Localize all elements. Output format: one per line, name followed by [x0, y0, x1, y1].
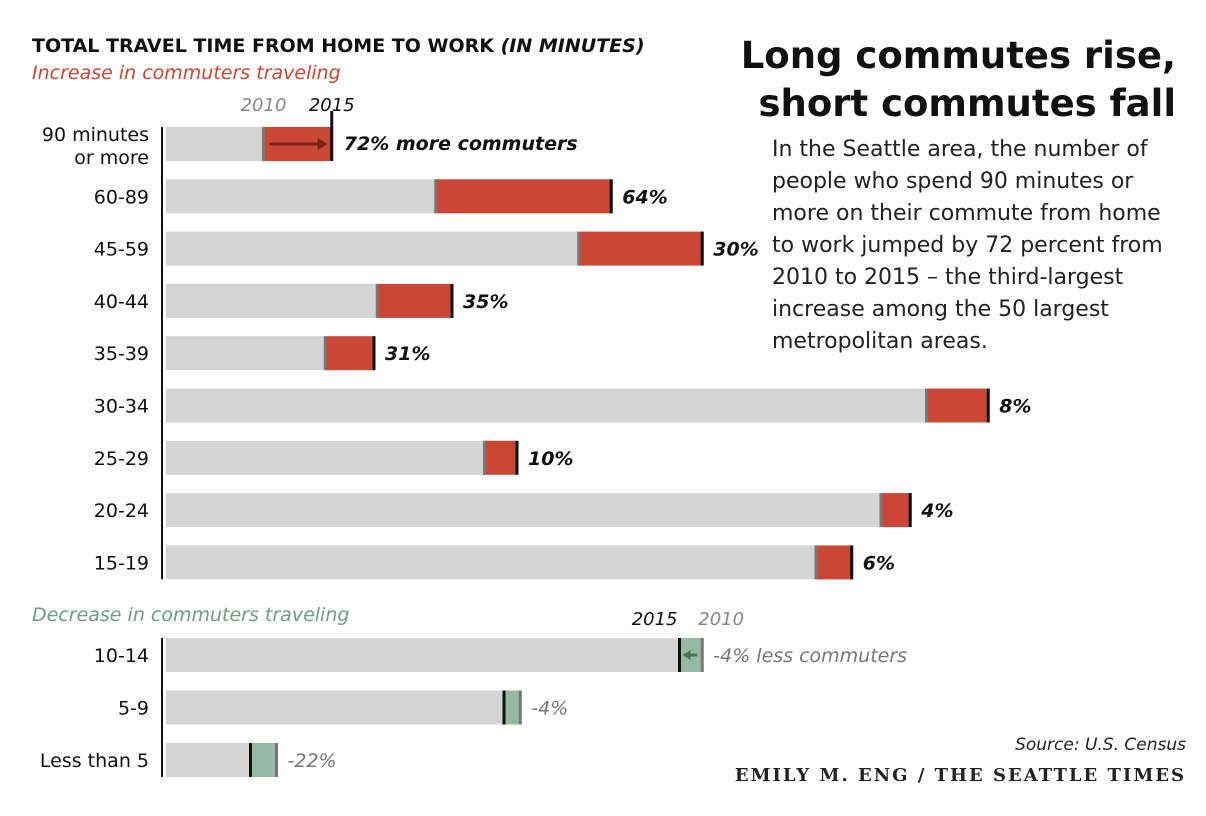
increase-row-3-marker-2015: [450, 283, 454, 318]
increase-row-4-marker-2010: [323, 336, 327, 371]
description-line-3: more on their commute from home: [772, 201, 1161, 226]
increase-row-2-marker-2015: [700, 231, 704, 266]
increase-row-3-base-bar: [166, 283, 378, 318]
increase-row-1-marker-2015: [609, 179, 613, 214]
increase-arrow-head: [317, 138, 328, 150]
increase-row-8-category-label: 15-19: [94, 552, 149, 574]
increase-row-4-marker-2015: [372, 336, 376, 371]
increase-row-3-category-label: 40-44: [94, 291, 149, 313]
increase-row-1-category-label: 60-89: [94, 186, 149, 208]
increase-row-0-marker-2015: [330, 111, 334, 161]
increase-row-2-change-label: 30%: [713, 239, 758, 261]
increase-row-0-base-bar: [166, 127, 264, 161]
increase-row-2-marker-2010: [577, 231, 581, 266]
increase-row-1-base-bar: [166, 179, 436, 214]
legend-2010-decrease: 2010: [698, 609, 744, 630]
increase-row-5-marker-2015: [986, 388, 990, 423]
description-line-7: metropolitan areas.: [772, 329, 988, 354]
increase-annotation: 72% more commuters: [344, 133, 578, 155]
increase-row-7-change-bar: [881, 493, 911, 528]
increase-row-0-category-label-line-2: or more: [74, 147, 149, 169]
increase-row-2-base-bar: [166, 231, 579, 266]
increase-row-6-change-bar: [484, 440, 517, 475]
increase-row-1-change-label: 64%: [622, 186, 667, 208]
increase-row-8-marker-2010: [814, 545, 818, 580]
increase-row-7-marker-2015: [908, 493, 912, 528]
increase-row-4-base-bar: [166, 336, 326, 371]
increase-row-6-marker-2015: [515, 440, 519, 475]
chart-title-line-1: Long commutes rise,: [741, 34, 1176, 77]
decrease-row-1-category-label: 5-9: [118, 698, 149, 720]
decrease-row-1-change-label: -4%: [531, 698, 568, 720]
increase-row-4-category-label: 35-39: [94, 343, 149, 365]
description-line-2: people who spend 90 minutes or: [772, 169, 1134, 194]
legend-2015-increase: 2015: [309, 95, 355, 116]
description-line-4: to work jumped by 72 percent from: [772, 233, 1163, 258]
increase-row-1-change-bar: [435, 179, 612, 214]
increase-row-5-change-label: 8%: [999, 396, 1031, 418]
increase-row-4-change-bar: [325, 336, 374, 371]
increase-row-5-base-bar: [166, 388, 927, 423]
increase-row-3-marker-2010: [375, 283, 379, 318]
increase-row-7-marker-2010: [879, 493, 883, 528]
increase-row-2-change-bar: [578, 231, 703, 266]
decrease-row-0-category-label: 10-14: [94, 645, 149, 667]
increase-row-6-marker-2010: [483, 440, 486, 475]
description-line-5: 2010 to 2015 – the third-largest: [772, 265, 1124, 290]
decrease-row-1-change-bar: [504, 690, 521, 725]
increase-row-8-base-bar: [166, 545, 816, 580]
increase-row-1-marker-2010: [434, 179, 438, 214]
decrease-arrow-head: [682, 650, 691, 660]
decrease-row-1-marker-2015: [502, 690, 506, 725]
decrease-row-2-marker-2010: [275, 743, 278, 777]
increase-row-3-change-label: 35%: [463, 291, 508, 313]
decrease-row-2-category-label: Less than 5: [40, 750, 149, 772]
increase-row-8-marker-2015: [850, 545, 854, 580]
increase-row-8-change-label: 6%: [863, 552, 895, 574]
increase-section-label: Increase in commuters traveling: [32, 62, 341, 84]
decrease-row-1-marker-2010: [518, 690, 522, 725]
increase-row-7-category-label: 20-24: [94, 500, 149, 522]
increase-row-5-marker-2010: [925, 388, 928, 423]
decrease-row-0-base-bar: [166, 638, 680, 672]
legend-2015-decrease: 2015: [632, 609, 678, 630]
increase-row-8-change-bar: [816, 545, 852, 580]
decrease-section-label: Decrease in commuters traveling: [32, 604, 349, 626]
increase-row-3-change-bar: [377, 283, 452, 318]
increase-row-0-category-label-line-1: 90 minutes: [42, 124, 149, 146]
decrease-row-2-change-bar: [250, 743, 277, 777]
decrease-row-2-marker-2015: [249, 743, 252, 777]
increase-row-7-base-bar: [166, 493, 881, 528]
decrease-row-0-marker-2010: [700, 638, 704, 672]
credit-line: EMILY M. ENG / THE SEATTLE TIMES: [735, 765, 1186, 786]
source-note: Source: U.S. Census: [1015, 735, 1186, 755]
description-line-1: In the Seattle area, the number of: [772, 137, 1149, 162]
decrease-row-2-change-label: -22%: [288, 750, 337, 772]
description-line-6: increase among the 50 largest: [772, 297, 1109, 322]
increase-row-0-marker-2010: [262, 127, 265, 161]
increase-row-6-base-bar: [166, 440, 485, 475]
increase-row-5-change-bar: [926, 388, 989, 423]
increase-row-5-category-label: 30-34: [94, 396, 149, 418]
legend-2010-increase: 2010: [241, 95, 287, 116]
decrease-row-0-marker-2015: [678, 638, 681, 672]
increase-row-4-change-label: 31%: [385, 343, 430, 365]
increase-row-6-category-label: 25-29: [94, 448, 149, 470]
chart-header: TOTAL TRAVEL TIME FROM HOME TO WORK (IN …: [32, 35, 645, 57]
decrease-annotation: -4% less commuters: [713, 645, 907, 667]
increase-row-6-change-label: 10%: [528, 448, 573, 470]
decrease-row-1-base-bar: [166, 690, 504, 725]
increase-row-7-change-label: 4%: [920, 500, 953, 522]
decrease-row-2-base-bar: [166, 743, 251, 777]
chart-title-line-2: short commutes fall: [758, 82, 1176, 125]
increase-row-2-category-label: 45-59: [94, 239, 149, 261]
